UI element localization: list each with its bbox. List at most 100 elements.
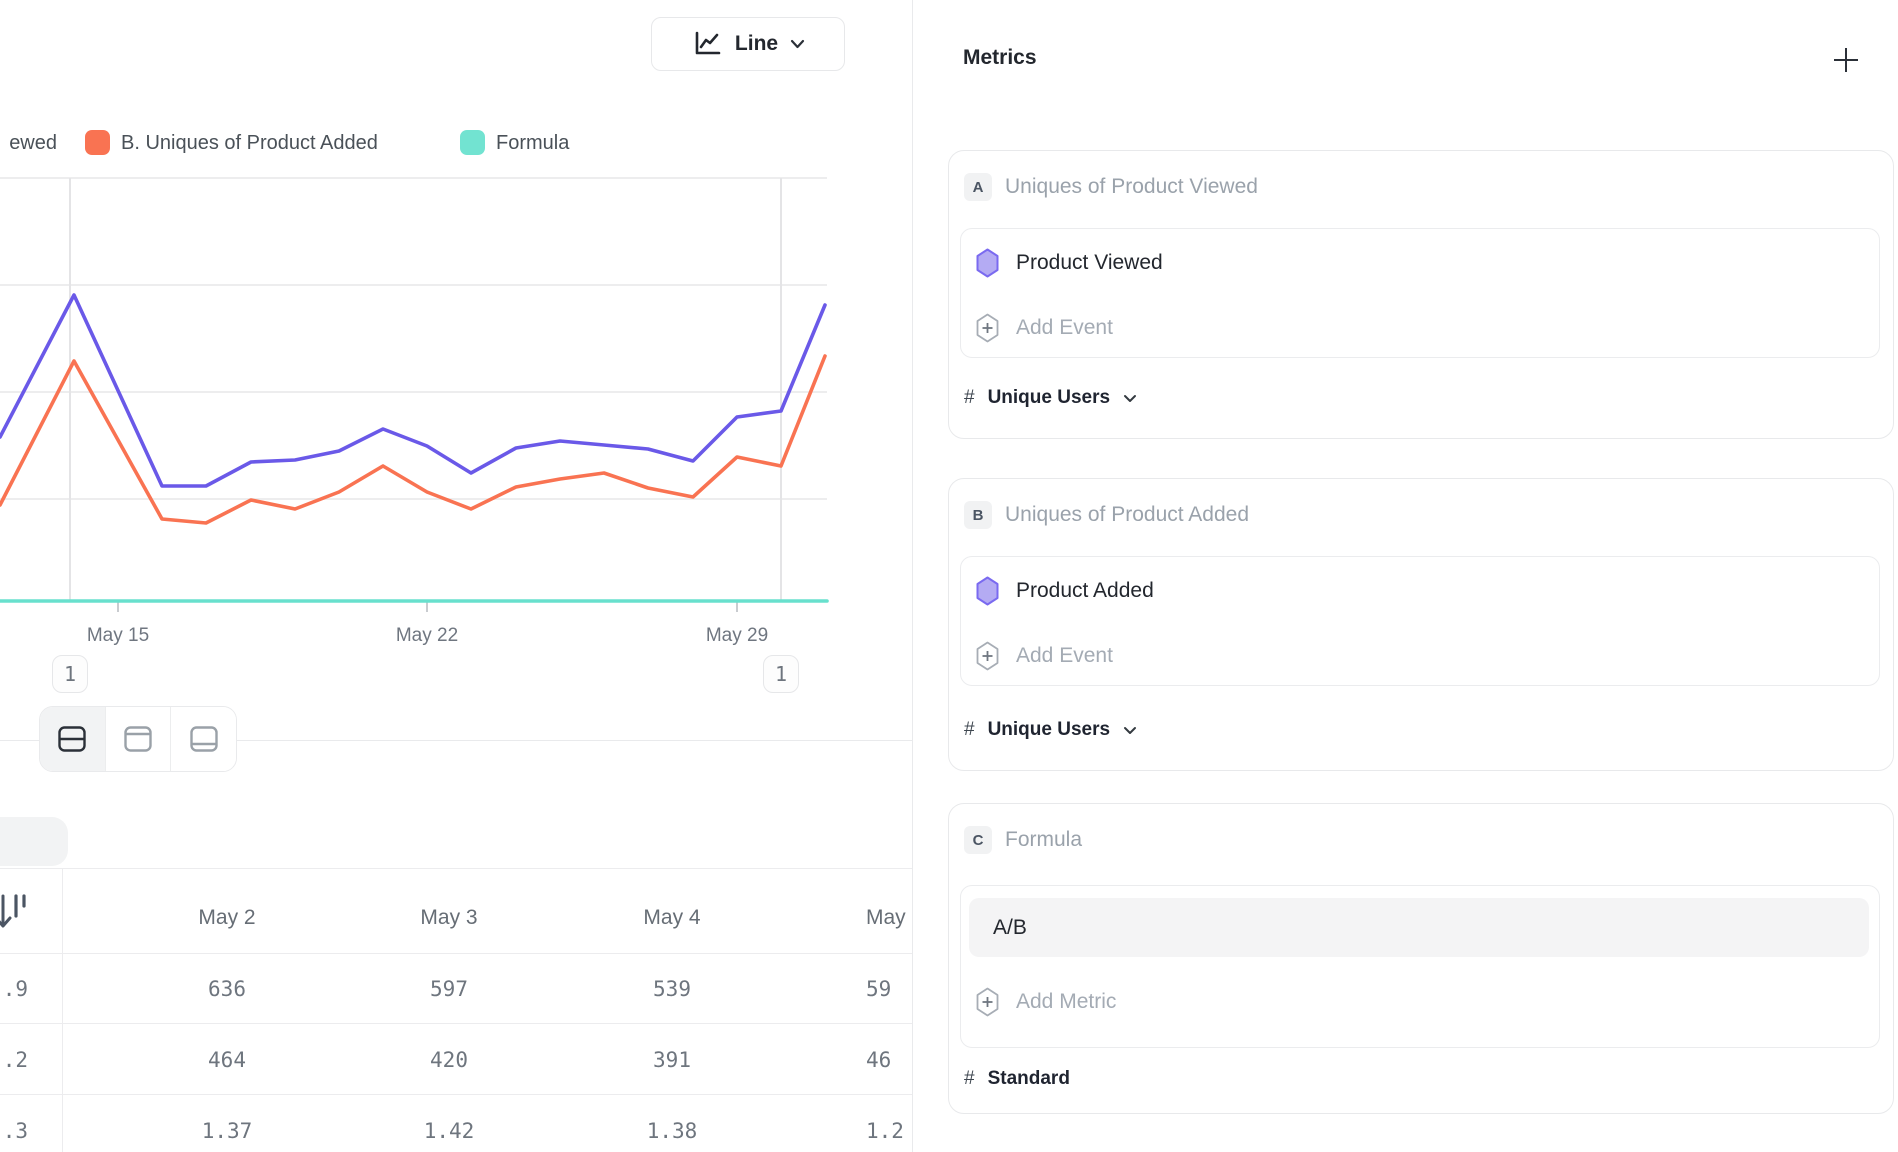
measure-selector[interactable]: # Unique Users (964, 383, 1137, 413)
table-cell: 46 (866, 1048, 892, 1072)
metric-card-header: B Uniques of Product Added (964, 501, 1249, 529)
x-axis-labels: May 15 May 22 May 29 (0, 622, 912, 650)
section-divider (0, 740, 912, 741)
metric-card-b[interactable]: B Uniques of Product Added Product Added… (948, 478, 1894, 771)
line-chart-icon (695, 31, 721, 55)
chart-svg (0, 177, 829, 612)
event-hexagon-icon (976, 576, 999, 606)
metrics-panel: Metrics A Uniques of Product Viewed Prod… (912, 0, 1898, 1152)
table-cell: 636 (208, 977, 246, 1001)
add-metric-label: Add Metric (1016, 990, 1117, 1013)
formula-block: A/B Add Metric (960, 885, 1880, 1048)
table-row-border (0, 1094, 912, 1095)
table-header[interactable]: May (866, 906, 906, 929)
table-cell: 1.2 (866, 1119, 904, 1143)
plus-icon (1834, 48, 1858, 72)
table-cell: 1.38 (646, 1119, 698, 1143)
layout-chart-button[interactable] (104, 707, 171, 771)
table-cell: .9 (2, 977, 28, 1001)
layout-toggle-group (39, 706, 237, 772)
measure-label: Unique Users (987, 719, 1111, 740)
legend-item-a-label[interactable]: ewed (9, 132, 57, 154)
add-event-hexagon-icon (976, 313, 999, 343)
metric-title: Uniques of Product Viewed (1005, 175, 1258, 198)
layout-top-icon (124, 726, 152, 752)
event-row[interactable]: Product Added (975, 575, 1154, 607)
legend-item-b-label[interactable]: B. Uniques of Product Added (121, 132, 378, 154)
chart-type-button[interactable]: Line (651, 17, 845, 71)
hash-icon: # (964, 719, 975, 740)
chevron-down-icon (790, 39, 805, 49)
event-block: Product Added Add Event (960, 556, 1880, 686)
sort-descending-icon[interactable] (0, 892, 28, 934)
event-hexagon-icon (976, 248, 999, 278)
table-cell: .2 (2, 1048, 28, 1072)
chart-legend: ewed B. Uniques of Product Added Formula (0, 126, 912, 160)
table-cell: 597 (430, 977, 468, 1001)
table-column-divider (62, 868, 63, 1152)
line-chart[interactable] (0, 162, 912, 622)
event-block: Product Viewed Add Event (960, 228, 1880, 358)
chevron-down-icon (1124, 726, 1137, 734)
table-header[interactable]: May 2 (198, 906, 256, 929)
measure-selector[interactable]: # Standard (964, 1064, 1070, 1094)
layout-table-button[interactable] (170, 707, 236, 771)
table-cell: 1.42 (423, 1119, 475, 1143)
measure-label: Standard (987, 1068, 1070, 1089)
table-header-border (0, 953, 912, 954)
metric-badge-c: C (964, 826, 992, 854)
metric-badge-b: B (964, 501, 992, 529)
chart-type-label: Line (734, 32, 779, 55)
measure-label: Unique Users (987, 387, 1111, 408)
annotation-badge[interactable]: 1 (52, 655, 88, 693)
metric-card-header: A Uniques of Product Viewed (964, 173, 1258, 201)
formula-input[interactable]: A/B (969, 898, 1869, 957)
add-metric-hexagon-icon (976, 987, 999, 1017)
table-row-border (0, 1023, 912, 1024)
metrics-panel-title: Metrics (963, 46, 1037, 69)
add-event-hexagon-icon (976, 641, 999, 671)
add-event-label: Add Event (1016, 644, 1113, 667)
legend-item-c-label[interactable]: Formula (496, 132, 570, 154)
add-metric-row[interactable]: Add Metric (975, 986, 1116, 1018)
x-axis-tick-label: May 15 (86, 625, 150, 646)
event-name: Product Added (1016, 579, 1154, 602)
event-name: Product Viewed (1016, 251, 1163, 274)
metric-card-header: C Formula (964, 826, 1082, 854)
table-cell: .3 (2, 1119, 28, 1143)
add-event-label: Add Event (1016, 316, 1113, 339)
x-axis-tick-label: May 22 (395, 625, 459, 646)
measure-selector[interactable]: # Unique Users (964, 715, 1137, 745)
metric-card-a[interactable]: A Uniques of Product Viewed Product View… (948, 150, 1894, 439)
add-metric-plus-button[interactable] (1830, 44, 1862, 76)
table-top-border (0, 868, 912, 869)
add-event-row[interactable]: Add Event (975, 640, 1113, 672)
x-axis-tick-label: May 29 (705, 625, 769, 646)
table-cell: 59 (866, 977, 892, 1001)
table-header[interactable]: May 3 (420, 906, 478, 929)
annotation-badge[interactable]: 1 (763, 655, 799, 693)
layout-bottom-icon (189, 726, 218, 752)
table-cell: 464 (208, 1048, 246, 1072)
legend-swatch-b (85, 130, 110, 155)
metric-card-c[interactable]: C Formula A/B Add Metric # Standard (948, 803, 1894, 1114)
formula-expression: A/B (993, 915, 1027, 939)
chevron-down-icon (1124, 394, 1137, 402)
table-cell: 539 (653, 977, 691, 1001)
legend-swatch-c (460, 130, 485, 155)
hash-icon: # (964, 1068, 975, 1089)
event-row[interactable]: Product Viewed (975, 247, 1163, 279)
table-header[interactable]: May 4 (643, 906, 701, 929)
table-cell: 391 (653, 1048, 691, 1072)
table-corner-pill[interactable] (0, 817, 68, 866)
hash-icon: # (964, 387, 975, 408)
chart-section: Line ewed B. Uniques of Product Added Fo… (0, 0, 912, 1152)
layout-split-icon (58, 726, 87, 752)
layout-split-button[interactable] (40, 707, 105, 771)
table-cell: 1.37 (201, 1119, 253, 1143)
metric-title: Formula (1005, 828, 1083, 851)
add-event-row[interactable]: Add Event (975, 312, 1113, 344)
metric-badge-a: A (964, 173, 992, 201)
